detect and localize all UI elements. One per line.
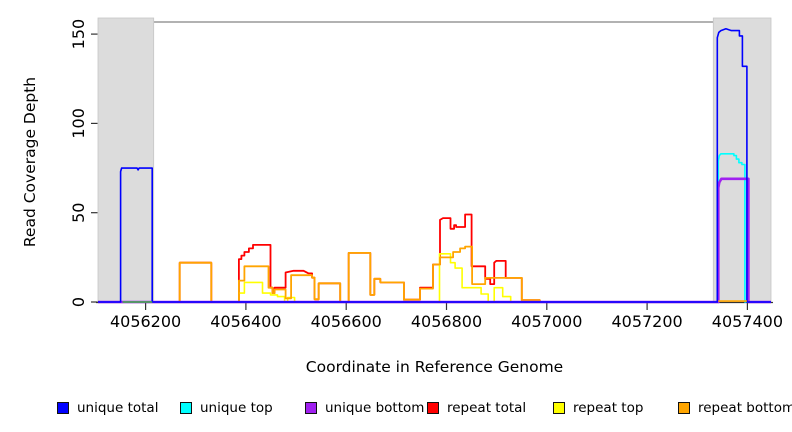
x-tick-label: 4057200 (611, 312, 682, 331)
y-tick-label: 150 (69, 19, 88, 50)
unique-bottom-swatch-icon (305, 402, 317, 414)
legend-item-repeat-bottom: repeat bottom (678, 398, 792, 418)
legend-label: unique top (200, 400, 273, 416)
legend-label: unique total (77, 400, 159, 416)
series-unique-total-line (98, 27, 771, 303)
legend-item-unique-bottom: unique bottom (305, 398, 424, 418)
highlight-region-left-highlight (97, 17, 155, 303)
unique-top-swatch-icon (180, 402, 192, 414)
legend-label: repeat top (573, 400, 644, 416)
legend-item-unique-top: unique top (180, 398, 273, 418)
y-tick-label: 0 (69, 297, 88, 307)
series-unique-top-line (98, 153, 771, 303)
legend-item-repeat-total: repeat total (427, 398, 526, 418)
legend: unique total unique top unique bottom repea… (0, 398, 792, 420)
x-tick-label: 4056800 (411, 312, 482, 331)
y-tick-label: 50 (69, 203, 88, 223)
legend-label: repeat total (447, 400, 527, 416)
x-tick-label: 4056200 (110, 312, 181, 331)
x-tick-label: 4057400 (712, 312, 783, 331)
series-repeat-bottom-line (178, 245, 541, 303)
legend-label: repeat bottom (698, 400, 792, 416)
series-unique-bottom-line (98, 177, 771, 304)
unique-total-swatch-icon (57, 402, 69, 414)
repeat-bottom-swatch-icon (678, 402, 690, 414)
legend-item-unique-total: unique total (57, 398, 158, 418)
x-tick-label: 4057000 (511, 312, 582, 331)
x-axis-title: Coordinate in Reference Genome (305, 358, 564, 376)
repeat-total-swatch-icon (427, 402, 439, 414)
x-tick-label: 4056400 (210, 312, 281, 331)
y-tick-label: 100 (69, 108, 88, 139)
y-axis-title: Read Coverage Depth (21, 76, 39, 248)
repeat-top-swatch-icon (553, 402, 565, 414)
series-repeat-total-line (178, 213, 541, 303)
legend-label: unique bottom (325, 400, 425, 416)
legend-item-repeat-top: repeat top (553, 398, 643, 418)
x-tick-label: 4056600 (311, 312, 382, 331)
